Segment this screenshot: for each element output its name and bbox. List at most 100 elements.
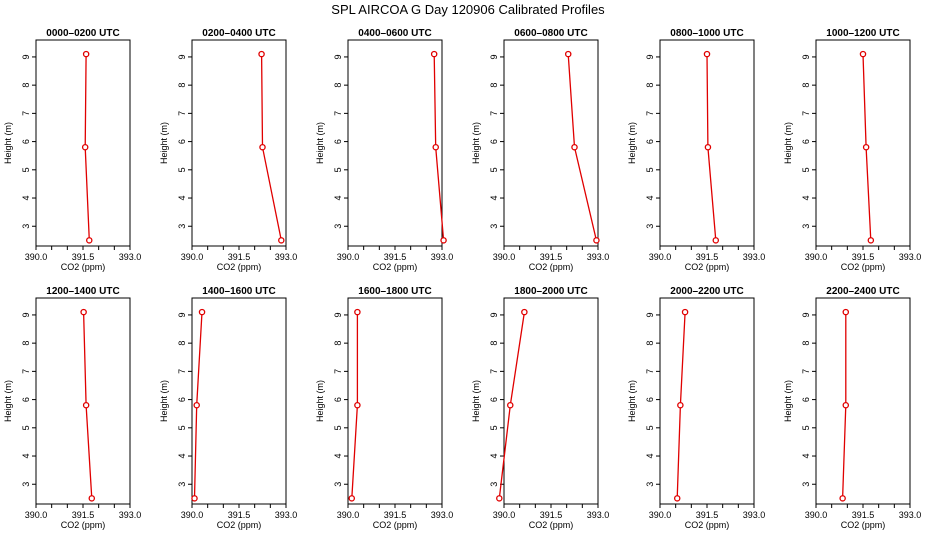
panel-3: 0600–0800 UTC 390.0 391.5 393.0 3 4 5 6 7 8 9 CO2 (…: [471, 28, 609, 272]
y-tick-label: 3: [801, 224, 811, 229]
x-tick-label: 393.0: [119, 252, 142, 262]
y-tick-label: 4: [801, 196, 811, 201]
data-point: [703, 50, 711, 58]
y-tick-label: 9: [801, 54, 811, 59]
x-tick-label: 393.0: [743, 252, 766, 262]
y-tick-label: 9: [489, 312, 499, 317]
y-axis-label: Height (m): [471, 122, 481, 164]
y-tick-label: 5: [333, 425, 343, 430]
y-tick-label: 4: [177, 196, 187, 201]
panel-9: 1800–2000 UTC 390.0 391.5 393.0 3 4 5 6 7 8 9 CO2 (…: [471, 286, 609, 530]
panel-title: 2200–2400 UTC: [826, 286, 899, 297]
y-axis-label: Height (m): [159, 380, 169, 422]
y-axis-label: Height (m): [783, 122, 793, 164]
y-tick-label: 6: [21, 139, 31, 144]
y-tick-label: 6: [177, 139, 187, 144]
y-tick-label: 8: [801, 341, 811, 346]
data-point: [191, 495, 198, 502]
x-tick-label: 393.0: [431, 510, 454, 520]
panel-1: 0200–0400 UTC 390.0 391.5 393.0 3 4 5 6 7 8 9 CO2 (…: [159, 28, 297, 272]
y-axis-label: Height (m): [3, 380, 13, 422]
x-axis-label: CO2 (ppm): [529, 520, 574, 530]
y-axis-label: Height (m): [159, 122, 169, 164]
x-tick-label: 390.0: [25, 252, 48, 262]
y-axis-label: Height (m): [627, 380, 637, 422]
y-tick-label: 5: [333, 167, 343, 172]
y-tick-label: 4: [21, 454, 31, 459]
y-tick-label: 8: [645, 341, 655, 346]
y-tick-label: 3: [489, 482, 499, 487]
x-tick-label: 391.5: [696, 252, 719, 262]
x-tick-label: 393.0: [275, 252, 298, 262]
y-axis-label: Height (m): [315, 380, 325, 422]
y-tick-label: 7: [645, 369, 655, 374]
y-tick-label: 7: [489, 369, 499, 374]
x-axis-label: CO2 (ppm): [373, 520, 418, 530]
y-tick-label: 9: [645, 312, 655, 317]
panel-5: 1000–1200 UTC 390.0 391.5 393.0 3 4 5 6 7 8 9 CO2 (…: [783, 28, 921, 272]
panel-2: 0400–0600 UTC 390.0 391.5 393.0 3 4 5 6 7 8 9 CO2 (…: [315, 28, 453, 272]
x-tick-label: 393.0: [587, 252, 610, 262]
panel-7: 1400–1600 UTC 390.0 391.5 393.0 3 4 5 6 7 8 9 CO2 (…: [159, 286, 297, 530]
y-tick-label: 5: [801, 425, 811, 430]
y-tick-label: 5: [645, 167, 655, 172]
y-axis-label: Height (m): [783, 380, 793, 422]
data-point: [258, 50, 265, 58]
data-point: [571, 143, 578, 151]
x-tick-label: 393.0: [743, 510, 766, 520]
plot-frame: [191, 297, 287, 505]
panel-4: 0800–1000 UTC 390.0 391.5 393.0 3 4 5 6 7 8 9 CO2 (…: [627, 28, 765, 272]
y-tick-label: 5: [177, 167, 187, 172]
x-tick-label: 393.0: [119, 510, 142, 520]
y-tick-label: 7: [177, 111, 187, 116]
y-tick-label: 9: [489, 54, 499, 59]
x-tick-label: 393.0: [431, 252, 454, 262]
x-tick-label: 393.0: [899, 252, 922, 262]
data-point: [354, 308, 361, 316]
y-tick-label: 4: [645, 196, 655, 201]
y-tick-label: 3: [21, 482, 31, 487]
x-tick-label: 391.5: [72, 252, 95, 262]
y-tick-label: 3: [333, 482, 343, 487]
data-point: [839, 495, 846, 502]
plot-frame: [815, 297, 911, 505]
plot-frame: [347, 39, 443, 247]
panel-title: 1800–2000 UTC: [514, 286, 587, 297]
x-tick-label: 391.5: [384, 252, 407, 262]
y-axis-label: Height (m): [3, 122, 13, 164]
plot-frame: [191, 39, 287, 247]
y-tick-label: 7: [645, 111, 655, 116]
data-point: [198, 308, 206, 316]
y-tick-label: 5: [21, 167, 31, 172]
y-tick-label: 9: [21, 54, 31, 59]
chart-title: SPL AIRCOA G Day 120906 Calibrated Profi…: [331, 2, 605, 17]
y-tick-label: 8: [333, 341, 343, 346]
panel-title: 0600–0800 UTC: [514, 28, 587, 39]
y-axis-label: Height (m): [471, 380, 481, 422]
data-point: [259, 143, 266, 151]
data-point: [859, 50, 867, 58]
y-tick-label: 5: [21, 425, 31, 430]
y-tick-label: 3: [645, 482, 655, 487]
y-tick-label: 3: [21, 224, 31, 229]
plot-frame: [347, 297, 443, 505]
data-point: [842, 308, 850, 316]
data-point: [430, 50, 438, 58]
x-tick-label: 390.0: [337, 252, 360, 262]
x-tick-label: 390.0: [25, 510, 48, 520]
data-point: [507, 401, 514, 409]
data-point: [86, 237, 93, 244]
data-point: [348, 495, 356, 502]
y-tick-label: 6: [489, 397, 499, 402]
panel-0: 0000–0200 UTC 390.0 391.5 393.0 3 4 5 6 7 8 9 CO2 (…: [3, 28, 141, 272]
x-tick-label: 391.5: [696, 510, 719, 520]
y-tick-label: 3: [489, 224, 499, 229]
y-axis-label: Height (m): [627, 122, 637, 164]
y-tick-label: 5: [489, 425, 499, 430]
x-tick-label: 390.0: [805, 252, 828, 262]
y-tick-label: 8: [489, 341, 499, 346]
y-tick-label: 9: [21, 312, 31, 317]
x-tick-label: 391.5: [852, 510, 875, 520]
x-axis-label: CO2 (ppm): [529, 262, 574, 272]
x-axis-label: CO2 (ppm): [841, 520, 886, 530]
